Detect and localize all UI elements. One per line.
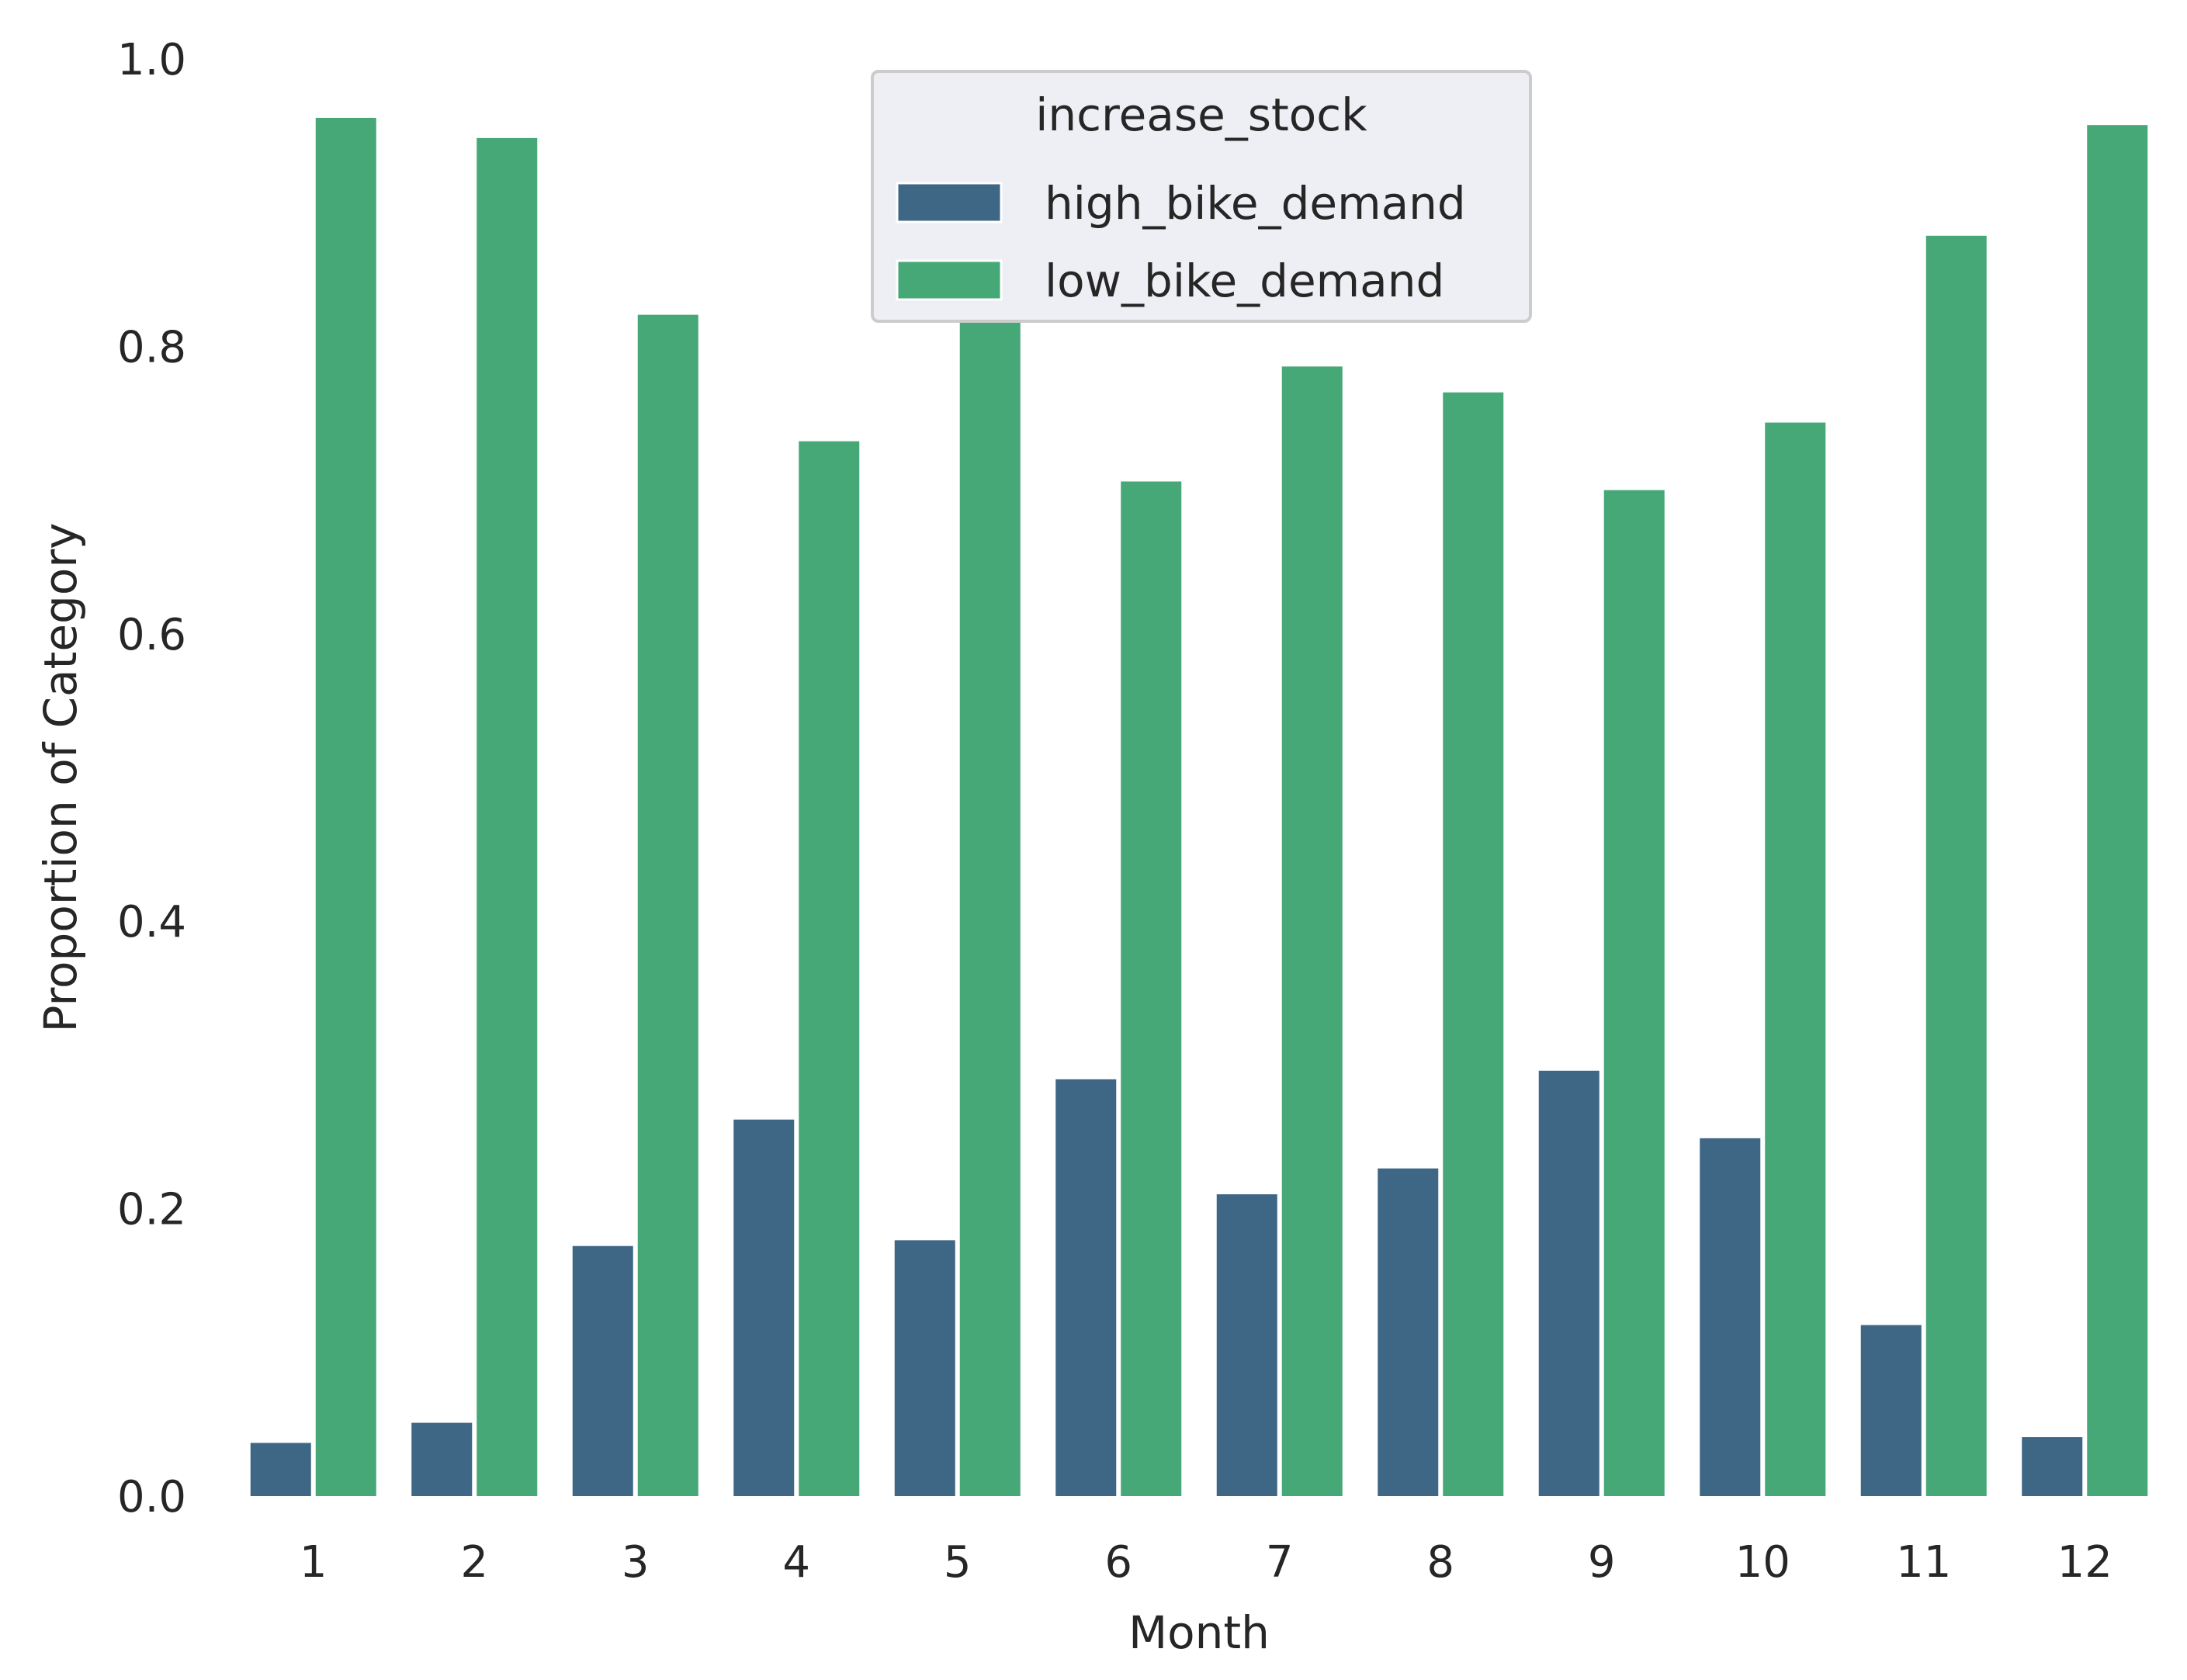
legend-swatch-high_bike_demand bbox=[896, 182, 1003, 223]
y-tick-label: 0.6 bbox=[117, 610, 186, 660]
bar-high_bike_demand-5 bbox=[894, 1240, 955, 1496]
x-tick-label: 12 bbox=[2057, 1537, 2112, 1588]
x-tick-label: 4 bbox=[782, 1537, 810, 1588]
legend-label-high_bike_demand: high_bike_demand bbox=[1045, 177, 1466, 230]
y-tick-label: 0.2 bbox=[117, 1185, 186, 1235]
y-tick-label: 0.8 bbox=[117, 322, 186, 372]
bar-high_bike_demand-4 bbox=[733, 1119, 795, 1496]
bar-low_bike_demand-5 bbox=[959, 320, 1021, 1497]
x-tick-label: 7 bbox=[1266, 1537, 1294, 1588]
x-tick-label: 11 bbox=[1896, 1537, 1951, 1588]
bar-low_bike_demand-10 bbox=[1765, 422, 1826, 1496]
x-tick-label: 9 bbox=[1588, 1537, 1616, 1588]
legend-label-low_bike_demand: low_bike_demand bbox=[1045, 255, 1444, 307]
x-axis-ticks: 1 2 3 4 5 6 7 8 9 10 11 12 bbox=[300, 1537, 2112, 1588]
y-tick-label: 1.0 bbox=[117, 35, 186, 85]
y-axis-label: Proportion of Category bbox=[34, 523, 87, 1033]
bar-low_bike_demand-12 bbox=[2087, 125, 2148, 1496]
bar-low_bike_demand-6 bbox=[1121, 481, 1182, 1496]
x-tick-label: 2 bbox=[460, 1537, 488, 1588]
x-tick-label: 6 bbox=[1104, 1537, 1132, 1588]
y-tick-label: 0.0 bbox=[117, 1472, 186, 1522]
legend: increase_stock high_bike_demand low_bike_… bbox=[871, 70, 1532, 323]
y-axis-ticks: 0.0 0.2 0.4 0.6 0.8 1.0 bbox=[117, 35, 186, 1522]
legend-items: high_bike_demand low_bike_demand bbox=[896, 177, 1466, 307]
x-tick-label: 8 bbox=[1426, 1537, 1454, 1588]
bar-high_bike_demand-12 bbox=[2022, 1437, 2083, 1496]
bar-high_bike_demand-3 bbox=[572, 1245, 633, 1496]
bar-high_bike_demand-6 bbox=[1055, 1079, 1117, 1496]
bar-high_bike_demand-7 bbox=[1216, 1194, 1277, 1496]
bar-low_bike_demand-8 bbox=[1443, 392, 1504, 1496]
legend-frame bbox=[871, 70, 1532, 323]
legend-swatch-low_bike_demand bbox=[896, 259, 1003, 301]
x-tick-label: 1 bbox=[300, 1537, 328, 1588]
bar-low_bike_demand-7 bbox=[1281, 366, 1343, 1496]
bar-high_bike_demand-11 bbox=[1860, 1325, 1922, 1496]
x-tick-label: 3 bbox=[622, 1537, 650, 1588]
x-axis-label: Month bbox=[1128, 1606, 1270, 1659]
bar-low_bike_demand-11 bbox=[1925, 235, 1987, 1496]
bar-low_bike_demand-2 bbox=[477, 137, 538, 1497]
bar-high_bike_demand-1 bbox=[250, 1443, 311, 1496]
bar-high_bike_demand-8 bbox=[1378, 1168, 1439, 1496]
x-tick-label: 5 bbox=[944, 1537, 972, 1588]
bar-high_bike_demand-10 bbox=[1700, 1138, 1761, 1496]
bar-low_bike_demand-1 bbox=[315, 117, 376, 1496]
bar-low_bike_demand-4 bbox=[799, 441, 860, 1496]
bar-low_bike_demand-3 bbox=[637, 314, 698, 1496]
bar-high_bike_demand-9 bbox=[1538, 1070, 1600, 1496]
legend-title: increase_stock bbox=[1035, 88, 1367, 141]
y-tick-label: 0.4 bbox=[117, 897, 186, 947]
bar-low_bike_demand-9 bbox=[1603, 490, 1665, 1496]
bar-high_bike_demand-2 bbox=[411, 1422, 473, 1496]
bars-layer bbox=[250, 117, 2148, 1497]
x-tick-label: 10 bbox=[1735, 1537, 1790, 1588]
